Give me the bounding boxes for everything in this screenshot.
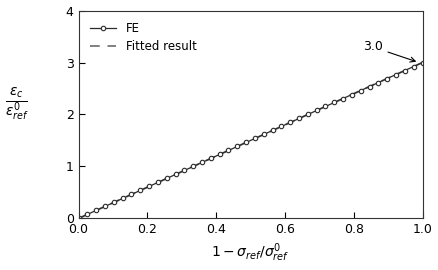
FE <box>350 93 355 96</box>
FE <box>182 169 187 172</box>
Fitted result <box>279 124 285 128</box>
Text: $\frac{\varepsilon_c}{\varepsilon_{ref}^{0}}$: $\frac{\varepsilon_c}{\varepsilon_{ref}^… <box>5 86 28 123</box>
FE <box>85 213 90 216</box>
FE <box>279 125 284 128</box>
Text: 3.0: 3.0 <box>363 40 415 62</box>
FE <box>146 185 152 188</box>
FE <box>138 189 143 192</box>
FE <box>226 149 231 152</box>
FE <box>76 217 81 220</box>
Fitted result <box>420 61 425 64</box>
FE <box>235 145 240 148</box>
FE <box>120 197 125 200</box>
FE <box>358 89 364 92</box>
Fitted result <box>366 85 371 89</box>
FE <box>155 181 161 184</box>
FE <box>402 69 407 72</box>
Legend: FE, Fitted result: FE, Fitted result <box>85 16 202 59</box>
FE <box>376 81 381 84</box>
FE <box>393 73 399 76</box>
FE <box>208 157 213 160</box>
FE <box>102 205 108 208</box>
FE <box>305 113 311 116</box>
FE <box>340 97 346 100</box>
FE <box>252 137 258 140</box>
FE <box>270 129 275 132</box>
Fitted result <box>76 217 81 220</box>
FE <box>191 165 196 168</box>
FE <box>297 117 302 120</box>
Fitted result <box>77 216 82 220</box>
FE <box>332 101 337 104</box>
X-axis label: $1 - \sigma_{ref}/\sigma_{ref}^{0}$: $1 - \sigma_{ref}/\sigma_{ref}^{0}$ <box>211 242 290 264</box>
FE <box>367 85 372 88</box>
FE <box>411 65 416 68</box>
Line: FE: FE <box>76 60 425 221</box>
FE <box>323 105 328 108</box>
Line: Fitted result: Fitted result <box>78 63 423 218</box>
FE <box>420 61 425 64</box>
FE <box>244 141 249 144</box>
FE <box>164 177 170 180</box>
FE <box>94 209 99 212</box>
FE <box>261 133 266 136</box>
FE <box>288 121 293 124</box>
FE <box>111 201 117 204</box>
FE <box>217 153 222 156</box>
Fitted result <box>281 124 286 127</box>
FE <box>173 173 178 176</box>
FE <box>385 77 390 80</box>
Fitted result <box>286 122 292 125</box>
FE <box>314 109 319 112</box>
Fitted result <box>388 76 393 79</box>
FE <box>129 193 134 196</box>
FE <box>199 161 205 164</box>
